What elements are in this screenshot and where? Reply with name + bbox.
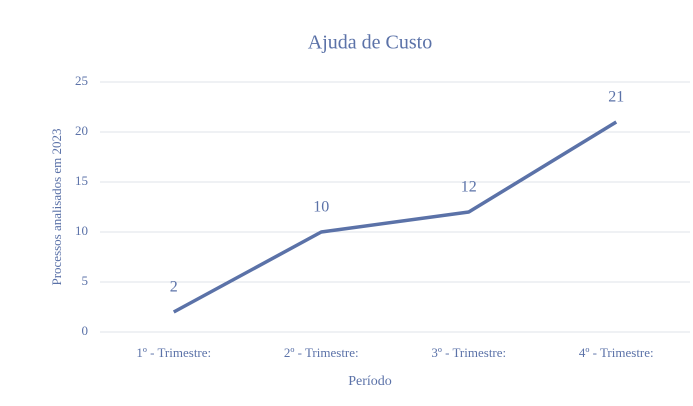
y-tick-label: 10: [75, 223, 88, 238]
chart-title: Ajuda de Custo: [308, 32, 432, 54]
data-label: 21: [608, 89, 624, 106]
y-tick-label: 5: [82, 273, 89, 288]
line: [172, 120, 618, 314]
y-tick-label: 25: [75, 73, 88, 88]
y-tick-label: 20: [75, 123, 88, 138]
y-axis-label: Processos analisados em 2023: [49, 128, 64, 285]
x-tick-label: 1º - Trimestre:: [136, 345, 211, 360]
y-tick-label: 15: [75, 173, 88, 188]
x-tick-label: 3º - Trimestre:: [431, 345, 506, 360]
data-label: 2: [170, 279, 178, 296]
data-label: 12: [461, 179, 477, 196]
data-label: 10: [313, 199, 329, 216]
y-tick-label: 0: [82, 323, 89, 338]
x-tick-label: 4º - Trimestre:: [579, 345, 654, 360]
x-tick-label: 2º - Trimestre:: [284, 345, 359, 360]
x-axis-label: Período: [348, 374, 392, 389]
